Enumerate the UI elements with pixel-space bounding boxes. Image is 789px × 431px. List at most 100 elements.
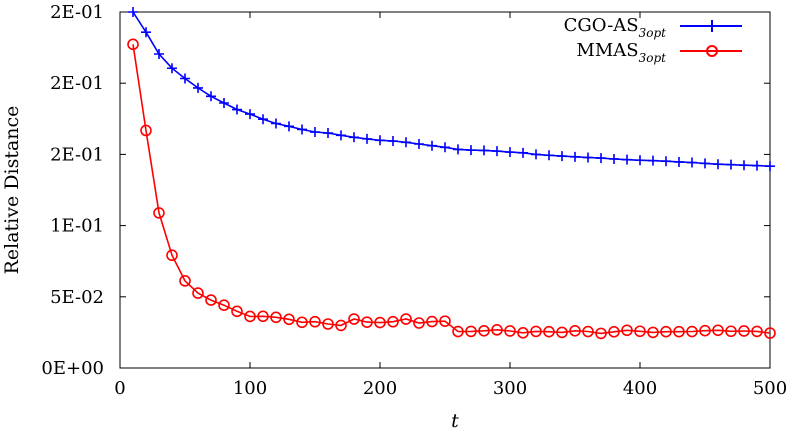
data-point-mmas xyxy=(387,315,399,328)
data-point-mmas xyxy=(595,327,607,340)
y-tick-label: 2E-01 xyxy=(50,2,104,23)
data-point-mmas xyxy=(400,313,412,325)
x-tick-label: 300 xyxy=(493,378,527,399)
data-point-mmas xyxy=(543,325,555,338)
data-point-mmas xyxy=(270,311,282,324)
data-point-mmas xyxy=(283,313,295,326)
data-point-cgo-as xyxy=(349,132,359,143)
y-tick-label: 5E-02 xyxy=(50,287,104,308)
data-point-mmas xyxy=(738,325,750,337)
data-point-mmas xyxy=(257,310,269,323)
data-point-mmas xyxy=(621,324,633,337)
y-tick-label: 0E+00 xyxy=(41,358,104,379)
data-point-cgo-as xyxy=(336,130,346,141)
y-axis-title: Relative Distance xyxy=(1,106,23,275)
data-point-mmas xyxy=(231,305,243,318)
x-tick-label: 400 xyxy=(623,378,657,399)
data-point-cgo-as xyxy=(154,49,164,60)
x-tick-label: 500 xyxy=(753,378,787,399)
data-point-mmas xyxy=(712,324,724,337)
legend-label-cgo-as: CGO-AS3opt xyxy=(564,15,667,40)
data-point-cgo-as xyxy=(713,159,723,170)
data-point-cgo-as xyxy=(193,82,203,93)
data-point-cgo-as xyxy=(622,154,632,165)
data-point-mmas xyxy=(439,315,451,327)
data-point-cgo-as xyxy=(765,161,775,172)
legend-label-mmas: MMAS3opt xyxy=(576,40,666,65)
data-point-cgo-as xyxy=(479,145,489,156)
data-point-cgo-as xyxy=(284,121,294,132)
series-line-cgo-as xyxy=(132,11,771,167)
data-point-cgo-as xyxy=(219,97,229,108)
data-point-mmas xyxy=(426,315,438,328)
data-point-cgo-as xyxy=(687,157,697,168)
data-point-cgo-as xyxy=(648,155,658,166)
data-point-mmas xyxy=(608,326,620,338)
data-point-mmas xyxy=(673,325,685,338)
data-point-cgo-as xyxy=(401,137,411,148)
data-point-cgo-as xyxy=(700,158,710,169)
data-point-mmas xyxy=(699,324,711,337)
data-point-mmas xyxy=(322,318,334,330)
data-point-mmas xyxy=(244,310,256,323)
x-axis-title: t xyxy=(451,410,459,431)
data-point-cgo-as xyxy=(752,160,762,171)
data-point-mmas xyxy=(686,325,698,338)
legend: CGO-AS3opt MMAS3opt xyxy=(564,15,742,65)
data-point-cgo-as xyxy=(232,104,242,115)
data-point-cgo-as xyxy=(180,73,190,84)
data-point-mmas xyxy=(166,249,178,262)
data-point-mmas xyxy=(504,325,516,337)
data-point-mmas xyxy=(335,319,347,332)
series-cgo-as xyxy=(128,7,775,172)
data-point-mmas xyxy=(556,326,568,339)
data-point-cgo-as xyxy=(310,127,320,138)
data-point-mmas xyxy=(569,325,581,337)
data-point-mmas xyxy=(218,299,230,312)
data-point-mmas xyxy=(478,325,490,337)
data-point-cgo-as xyxy=(492,146,502,157)
data-point-mmas xyxy=(205,294,217,306)
data-point-cgo-as xyxy=(414,139,424,150)
data-point-cgo-as xyxy=(674,156,684,167)
data-point-mmas xyxy=(491,324,503,336)
data-point-cgo-as xyxy=(557,151,567,162)
plot-frame xyxy=(119,11,771,369)
data-point-cgo-as xyxy=(271,118,281,129)
x-tick-label: 200 xyxy=(363,378,397,399)
data-point-mmas xyxy=(660,325,672,338)
data-point-mmas xyxy=(413,317,425,329)
data-point-cgo-as xyxy=(596,153,606,164)
x-tick-labels: 0 100 200 300 400 500 xyxy=(114,378,787,399)
data-point-mmas xyxy=(153,207,165,219)
data-point-cgo-as xyxy=(128,7,138,17)
y-tick-label: 1E-01 xyxy=(50,216,104,237)
data-point-mmas xyxy=(309,315,321,328)
data-point-cgo-as xyxy=(206,91,216,102)
data-point-mmas xyxy=(582,325,594,338)
data-point-cgo-as xyxy=(245,109,255,120)
series-mmas xyxy=(127,38,776,340)
data-point-mmas xyxy=(647,326,659,339)
data-point-cgo-as xyxy=(609,153,619,164)
x-tick-label: 0 xyxy=(114,378,125,399)
data-point-cgo-as xyxy=(323,128,333,139)
series-layer xyxy=(127,7,776,340)
y-tick-label: 2E-01 xyxy=(50,144,104,165)
data-point-cgo-as xyxy=(739,160,749,171)
data-point-cgo-as xyxy=(583,152,593,163)
data-point-cgo-as xyxy=(167,63,177,74)
data-point-mmas xyxy=(374,316,386,329)
data-point-cgo-as xyxy=(375,135,385,146)
data-point-cgo-as xyxy=(661,156,671,167)
data-point-cgo-as xyxy=(531,149,541,160)
data-point-cgo-as xyxy=(466,145,476,156)
data-point-mmas xyxy=(725,325,737,338)
data-point-cgo-as xyxy=(505,147,515,158)
data-point-mmas xyxy=(296,316,308,329)
data-point-mmas xyxy=(517,327,529,339)
data-point-mmas xyxy=(465,325,477,338)
data-point-mmas xyxy=(348,313,360,325)
data-point-cgo-as xyxy=(388,136,398,147)
